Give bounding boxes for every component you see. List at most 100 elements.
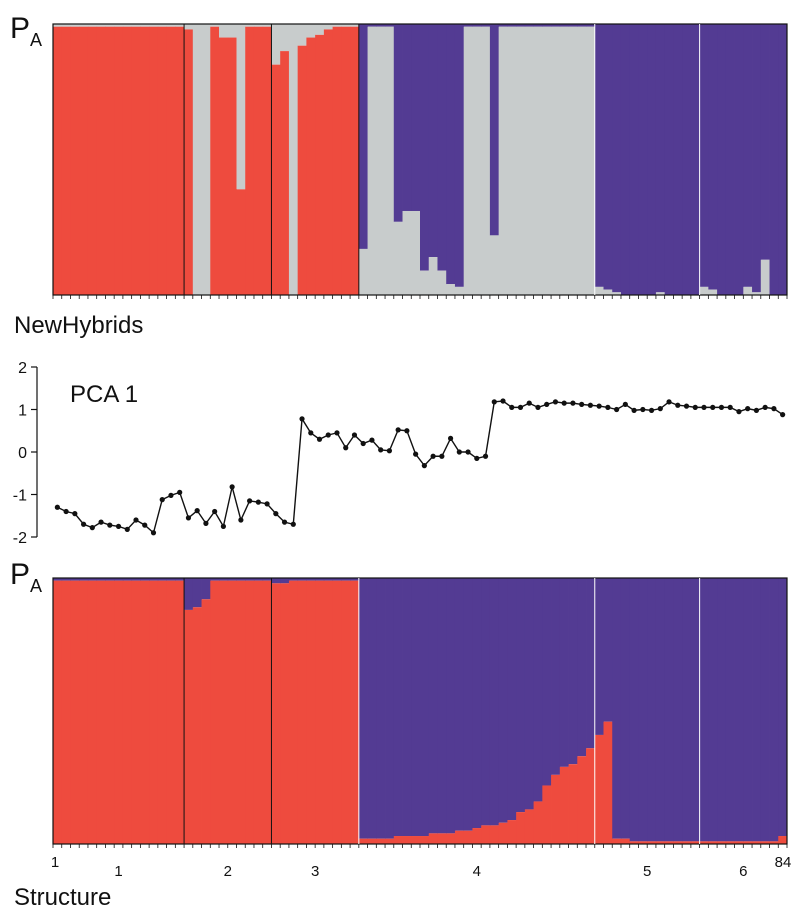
structure-bar-purple <box>402 578 412 837</box>
pca-point <box>482 453 489 459</box>
newhybrids-bar-grey <box>498 26 508 296</box>
pca-title: PCA 1 <box>70 381 138 408</box>
newhybrids-label: NewHybrids <box>14 312 143 339</box>
newhybrids-bar-purple <box>647 24 657 295</box>
structure-bar <box>760 578 770 844</box>
structure-bar-red <box>603 721 613 844</box>
structure-bar-purple <box>463 578 473 831</box>
newhybrids-bar-purple <box>454 24 465 287</box>
structure-bar-purple <box>297 578 307 581</box>
newhybrids-bar-purple <box>620 24 631 295</box>
structure-last-tick-label: 84 <box>775 854 792 871</box>
structure-bar-purple <box>53 578 63 581</box>
structure-bar-red <box>717 841 727 844</box>
newhybrids-bar <box>332 24 342 296</box>
newhybrids-bar-purple <box>498 24 508 27</box>
pca-point <box>439 453 445 459</box>
newhybrids-bar-purple <box>752 24 762 293</box>
structure-bar-purple <box>341 578 351 581</box>
newhybrids-bar-grey <box>507 26 517 296</box>
structure-bar-red <box>323 580 334 844</box>
newhybrids-bar-grey <box>612 292 622 295</box>
structure-bar-purple <box>638 578 648 842</box>
structure-bar-red <box>612 838 622 844</box>
structure-bar-purple <box>673 578 683 842</box>
structure-population-label: 6 <box>739 863 747 880</box>
structure-bar <box>53 578 63 844</box>
newhybrids-bar-grey <box>105 24 115 27</box>
structure-bar <box>149 578 159 844</box>
newhybrids-bar-grey <box>341 24 351 27</box>
structure-bar <box>323 578 334 844</box>
newhybrids-bar-purple <box>778 24 788 295</box>
pca-point <box>316 436 323 442</box>
structure-bar <box>411 578 421 844</box>
pca-point <box>98 519 104 525</box>
structure-bar-red <box>166 580 176 844</box>
pca-point <box>133 517 139 523</box>
structure-bar <box>402 578 412 844</box>
structure-bar-red <box>734 841 744 844</box>
structure-bar <box>122 578 133 844</box>
structure-first-tick-label: 1 <box>51 854 59 871</box>
newhybrids-bar <box>629 24 639 295</box>
newhybrids-bar-grey <box>586 26 596 296</box>
newhybrids-bar-red <box>140 26 150 296</box>
structure-bar <box>446 578 456 844</box>
structure-bar-purple <box>551 578 561 775</box>
structure-bar-red <box>760 841 770 844</box>
newhybrids-bar <box>603 24 613 295</box>
structure-bar-red <box>778 836 788 844</box>
structure-frame <box>52 577 788 848</box>
structure-bar-purple <box>192 578 202 608</box>
newhybrids-bar-grey <box>551 26 561 296</box>
structure-bar-red <box>586 748 596 844</box>
newhybrids-bar <box>638 24 648 295</box>
structure-bar <box>227 578 237 844</box>
pca-point <box>334 430 340 436</box>
newhybrids-bar-grey <box>428 257 438 295</box>
newhybrids-bar-red <box>210 26 220 296</box>
pca-point <box>343 445 349 451</box>
pca-point <box>587 402 593 408</box>
newhybrids-bar <box>306 24 316 296</box>
pca-point <box>63 508 69 515</box>
newhybrids-bar <box>393 24 403 295</box>
newhybrids-bar <box>79 24 89 296</box>
newhybrids-bar-purple <box>551 24 561 27</box>
structure-bar <box>664 578 674 844</box>
structure-bar-purple <box>271 578 281 584</box>
newhybrids-bar-grey <box>559 26 569 296</box>
newhybrids-bar-grey <box>253 24 264 27</box>
newhybrids-bar <box>323 24 334 295</box>
newhybrids-bar-purple <box>603 24 613 290</box>
pca-point <box>107 522 113 528</box>
pca-point <box>72 511 78 517</box>
newhybrids-bar-grey <box>699 286 709 295</box>
newhybrids-bar <box>778 24 788 295</box>
structure-bar-red <box>385 838 395 844</box>
pca-point <box>281 519 288 525</box>
pca-point <box>395 427 401 433</box>
structure-bar-red <box>96 580 106 844</box>
structure-bar-red <box>358 838 368 844</box>
newhybrids-bar-grey <box>280 24 290 52</box>
newhybrids-bar-red <box>315 34 325 296</box>
structure-bar <box>612 578 622 844</box>
newhybrids-bar-grey <box>481 26 491 296</box>
newhybrids-bar <box>542 24 552 296</box>
newhybrids-bar-purple <box>446 24 456 285</box>
structure-bar-red <box>245 580 255 844</box>
newhybrids-bar <box>568 24 578 296</box>
newhybrids-bar <box>586 24 596 296</box>
structure-bar-red <box>297 580 307 844</box>
newhybrids-bar <box>385 24 395 296</box>
structure-bar-purple <box>603 578 613 722</box>
structure-bar-purple <box>454 578 465 831</box>
structure-bar <box>385 578 395 844</box>
structure-bar <box>629 578 639 844</box>
pca-point <box>561 400 567 406</box>
pca-point <box>544 401 550 407</box>
newhybrids-bar <box>87 24 98 296</box>
structure-bar-red <box>454 830 465 844</box>
